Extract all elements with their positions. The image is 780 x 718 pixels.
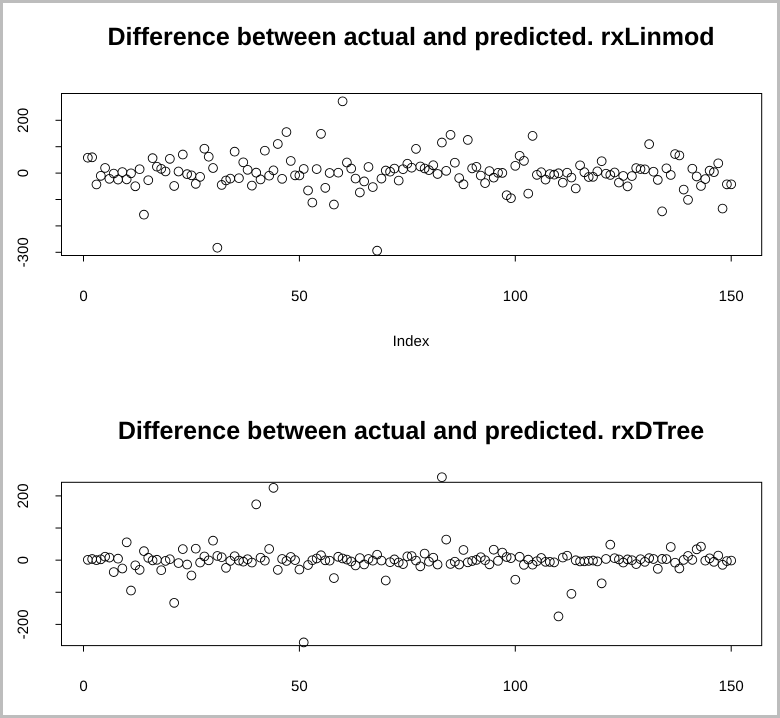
- svg-text:0: 0: [79, 288, 87, 305]
- svg-text:200: 200: [15, 108, 32, 133]
- svg-text:50: 50: [291, 288, 308, 305]
- svg-text:150: 150: [719, 678, 744, 695]
- svg-text:0: 0: [79, 678, 87, 695]
- svg-text:-300: -300: [15, 237, 32, 267]
- svg-text:100: 100: [503, 288, 528, 305]
- svg-text:0: 0: [15, 169, 32, 177]
- svg-text:50: 50: [291, 678, 308, 695]
- svg-text:100: 100: [503, 678, 528, 695]
- svg-text:-200: -200: [15, 609, 32, 639]
- svg-text:200: 200: [15, 483, 32, 508]
- svg-text:150: 150: [719, 288, 744, 305]
- svg-text:Difference between actual and: Difference between actual and predicted.…: [118, 417, 704, 445]
- svg-text:Difference between actual and: Difference between actual and predicted.…: [107, 23, 714, 51]
- svg-text:0: 0: [15, 556, 32, 564]
- svg-text:Index: Index: [393, 333, 430, 350]
